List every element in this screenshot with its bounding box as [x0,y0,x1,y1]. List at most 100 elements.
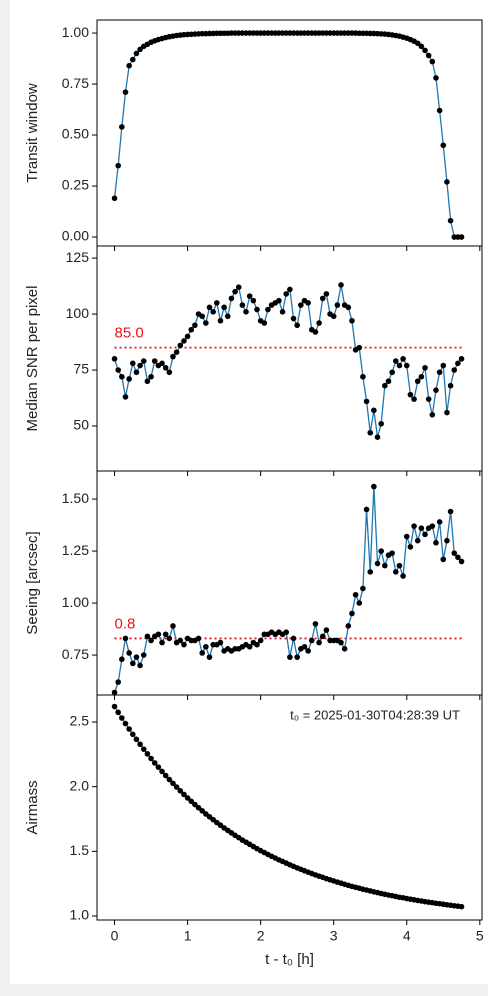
data-point [422,47,428,54]
data-point [356,344,363,351]
data-point [199,313,205,320]
data-point [287,286,293,293]
data-point [155,631,162,638]
data-point [330,313,337,320]
data-point [429,412,436,418]
data-point [382,382,388,389]
data-point [246,643,253,650]
data-point [126,726,132,732]
data-point [162,364,169,371]
data-point [166,369,173,376]
data-point [254,641,260,648]
data-point [294,654,300,660]
data-point [356,600,363,606]
data-point [235,284,242,290]
data-point [148,373,154,380]
y-tick-label: 1.00 [62,24,89,40]
data-point [126,376,132,382]
y-axis-label: Transit window [24,83,41,183]
y-tick-label: 1.00 [62,594,89,610]
data-point [119,124,125,130]
data-point [199,650,205,656]
data-point [133,50,140,57]
x-tick-label: 0 [111,928,119,944]
data-point [298,302,304,308]
data-point [122,720,129,727]
data-point [403,533,410,540]
data-point [455,360,461,367]
data-point [137,362,143,369]
data-point [144,751,151,757]
data-point [126,62,132,69]
data-point [199,808,205,814]
data-point [374,434,381,440]
data-point [115,367,121,373]
data-point [137,741,143,748]
data-point [349,610,355,617]
data-point [458,903,465,910]
y-tick-label: 1.0 [70,907,90,923]
data-point [181,338,187,344]
data-point [122,89,129,96]
data-point [159,360,165,367]
data-point [111,689,118,696]
annotation: t₀ = 2025-01-30T04:28:39 UT [290,707,460,722]
data-point [148,637,154,644]
y-tick-label: 2.0 [70,777,90,793]
data-point [111,356,118,362]
threshold-label: 0.8 [115,615,136,632]
data-point [232,288,238,295]
data-point [308,637,315,644]
data-point [254,306,260,313]
data-point [414,537,421,544]
data-point [129,360,136,367]
data-point [184,795,191,801]
y-tick-label: 1.25 [62,542,89,558]
data-point [367,569,374,575]
data-point [257,637,264,644]
data-point [246,293,253,299]
data-point [451,367,458,373]
data-point [363,398,370,405]
data-point [133,654,140,660]
data-point [385,378,392,385]
data-point [217,639,224,646]
data-point [418,373,425,380]
data-point [407,544,414,550]
data-point [195,804,202,811]
data-point [126,650,132,656]
data-point [170,780,176,787]
data-point [319,633,326,640]
data-point [433,539,439,546]
data-point [334,302,341,308]
data-point [425,396,432,402]
data-point [151,760,158,766]
data-point [162,772,169,779]
y-tick-label: 0.75 [62,646,89,662]
data-point [338,282,344,288]
data-point [400,356,406,362]
data-point [192,322,198,329]
y-tick-label: 0.25 [62,177,89,193]
data-point [458,356,465,362]
data-point [181,641,187,648]
data-point [444,179,450,185]
data-point [312,621,319,627]
data-point [411,523,417,529]
data-point [177,637,184,644]
data-point [392,569,399,575]
data-point [458,558,465,565]
data-point [316,639,322,646]
x-tick-label: 3 [330,928,338,944]
data-point [239,302,246,308]
data-point [433,75,439,81]
data-point [129,660,136,667]
data-point [279,309,286,315]
y-tick-label: 0.00 [62,228,89,244]
data-point [148,755,154,762]
data-point [389,550,395,556]
y-tick-label: 125 [66,249,90,265]
y-tick-label: 1.5 [70,842,90,858]
data-point [436,519,443,525]
data-point [451,550,458,556]
